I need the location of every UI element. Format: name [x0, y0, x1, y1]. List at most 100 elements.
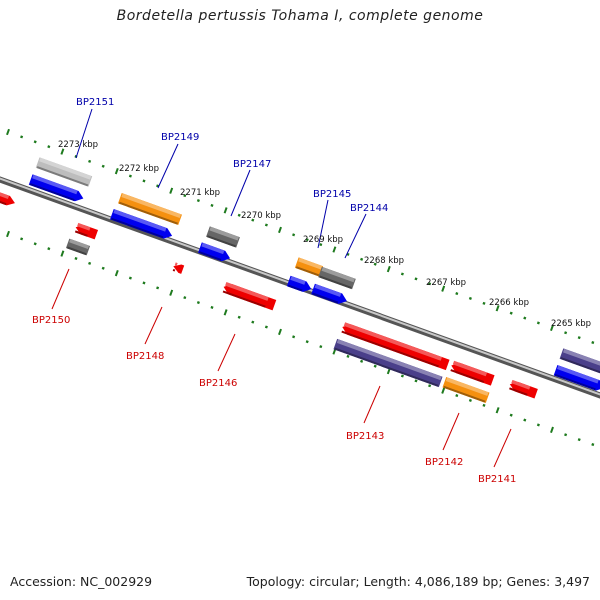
forward-tick — [428, 282, 432, 286]
reverse-tick — [20, 237, 24, 241]
reverse-tick — [346, 354, 350, 358]
forward-tick — [47, 145, 51, 149]
reverse-label-leader — [144, 306, 163, 345]
reverse-gene-label: BP2143 — [346, 431, 384, 442]
gene-highlight — [452, 360, 488, 377]
gene-feature — [341, 322, 450, 371]
ruler-label: 2271 kbp — [180, 188, 220, 198]
forward-tick — [400, 272, 404, 276]
gene-feature — [442, 377, 490, 403]
forward-gene-label: BP2151 — [76, 97, 114, 108]
gene-shadow — [443, 385, 486, 403]
ruler-label: 2267 kbp — [426, 278, 466, 288]
forward-label-leader — [317, 199, 329, 249]
gene-feature — [559, 348, 600, 376]
reverse-tick — [292, 335, 296, 339]
gene-shadow — [36, 166, 89, 187]
gene-highlight — [321, 267, 355, 283]
gene-shadow — [319, 275, 352, 289]
gene-shadow — [66, 246, 87, 256]
gene-highlight — [32, 174, 78, 195]
reverse-tick — [591, 442, 595, 447]
gene-highlight — [511, 379, 531, 390]
forward-gene-label: BP2145 — [313, 189, 351, 200]
forward-tick — [360, 257, 364, 261]
forward-tick — [251, 218, 255, 222]
gene-highlight — [77, 222, 91, 231]
labels: 2273 kbp 2272 kbp 2271 kbp 2270 kbp 2269 kbp… — [32, 97, 591, 485]
ruler-label: 2269 kbp — [303, 235, 343, 245]
gene-highlight — [69, 238, 90, 249]
reverse-label-leader — [493, 428, 512, 468]
reverse-tick — [101, 266, 105, 270]
gene-shadow — [74, 230, 88, 237]
forward-tick — [33, 140, 37, 144]
forward-gene-label: BP2149 — [161, 132, 199, 143]
reverse-tick — [523, 418, 527, 422]
forward-tick — [20, 135, 24, 139]
gene-feature — [318, 266, 356, 290]
reverse-tick — [468, 398, 472, 402]
reverse-label-leader — [217, 333, 236, 372]
forward-tick — [523, 316, 527, 320]
forward-gene-label: BP2147 — [233, 159, 271, 170]
gene-highlight — [225, 282, 269, 301]
reverse-gene-label: BP2150 — [32, 315, 70, 326]
gene-feature — [110, 208, 173, 239]
gene-feature — [206, 226, 240, 248]
reverse-tick — [400, 374, 404, 378]
reverse-tick — [278, 328, 282, 336]
gene-highlight — [290, 276, 306, 285]
forward-tick — [210, 203, 214, 207]
forward-tick — [373, 262, 377, 266]
gene-shadow — [110, 217, 164, 239]
gene-body — [342, 324, 450, 371]
forward-tick — [101, 164, 105, 168]
gene-shadow — [207, 235, 236, 248]
gene-highlight — [445, 377, 489, 396]
gene-highlight — [39, 157, 92, 180]
reverse-tick — [183, 296, 187, 300]
forward-tick — [183, 194, 187, 198]
reverse-tick — [169, 289, 174, 296]
gene-shadow — [222, 290, 266, 308]
gene-highlight — [0, 186, 10, 199]
gene-shadow — [118, 201, 178, 225]
forward-tick — [468, 296, 472, 300]
ruler-label: 2266 kbp — [489, 298, 529, 308]
reverse-tick — [577, 438, 581, 442]
forward-tick — [509, 311, 513, 315]
gene-features — [0, 157, 600, 403]
forward-tick — [346, 252, 350, 256]
reverse-tick — [156, 286, 160, 290]
forward-tick — [292, 233, 296, 237]
forward-tick — [319, 243, 323, 247]
gene-shadow — [312, 292, 339, 304]
forward-tick — [88, 159, 92, 163]
label-leaders — [51, 108, 512, 468]
forward-tick — [305, 238, 309, 242]
reverse-tick — [414, 379, 418, 383]
reverse-tick — [495, 407, 500, 414]
forward-label-leader — [230, 169, 251, 217]
gene-body — [509, 381, 538, 399]
gene-highlight — [557, 365, 599, 384]
gene-shadow — [295, 266, 320, 277]
reverse-tick — [550, 426, 554, 434]
ruler-label: 2270 kbp — [241, 211, 281, 221]
forward-tick — [196, 199, 200, 203]
gene-shadow — [341, 330, 439, 368]
gene-feature — [35, 157, 93, 187]
gene-body — [451, 362, 495, 386]
gene-feature — [118, 192, 182, 226]
gene-feature — [311, 283, 347, 304]
gene-feature — [286, 275, 312, 292]
reverse-tick — [509, 413, 513, 417]
forward-tick — [386, 265, 391, 273]
gene-body — [75, 224, 99, 240]
gene-body — [173, 264, 185, 274]
forward-tick — [550, 324, 554, 332]
forward-tick — [564, 331, 568, 335]
forward-tick — [278, 226, 282, 234]
